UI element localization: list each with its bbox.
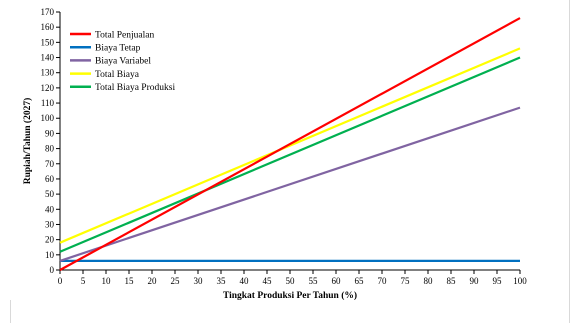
y-tick-label: 0 bbox=[50, 265, 55, 275]
x-tick-label: 10 bbox=[102, 276, 112, 286]
legend-label: Total Penjualan bbox=[95, 30, 154, 40]
x-axis-title: Tingkat Produksi Per Tahun (%) bbox=[223, 290, 357, 301]
series-line-total-biaya bbox=[59, 47, 521, 244]
y-tick-label: 50 bbox=[45, 189, 55, 199]
y-tick-label: 30 bbox=[45, 219, 55, 229]
x-tick-label: 5 bbox=[81, 276, 86, 286]
series-line-biaya-variabel bbox=[59, 106, 521, 262]
y-tick-label: 90 bbox=[45, 128, 55, 138]
x-tick-label: 35 bbox=[217, 276, 227, 286]
y-tick-label: 60 bbox=[45, 174, 55, 184]
legend-label: Total Biaya Produksi bbox=[95, 83, 175, 93]
series-layer bbox=[59, 17, 521, 271]
x-tick-label: 80 bbox=[424, 276, 434, 286]
x-tick-label: 100 bbox=[513, 276, 527, 286]
x-tick-label: 45 bbox=[263, 276, 273, 286]
legend-label: Biaya Tetap bbox=[95, 44, 141, 54]
y-tick-label: 170 bbox=[41, 7, 55, 17]
y-tick-label: 70 bbox=[45, 159, 55, 169]
y-tick-label: 10 bbox=[45, 250, 55, 260]
x-tick-label: 70 bbox=[378, 276, 388, 286]
y-tick-label: 20 bbox=[45, 235, 55, 245]
legend-label: Total Biaya bbox=[95, 70, 140, 80]
x-tick-label: 15 bbox=[125, 276, 135, 286]
y-tick-label: 130 bbox=[41, 68, 55, 78]
x-tick-label: 65 bbox=[355, 276, 365, 286]
y-tick-label: 120 bbox=[41, 83, 55, 93]
axes: 0102030405060708090100110120130140150160… bbox=[41, 7, 528, 286]
x-tick-label: 50 bbox=[286, 276, 296, 286]
series-line-total-penjualan bbox=[59, 17, 521, 271]
x-tick-label: 60 bbox=[332, 276, 342, 286]
y-tick-label: 140 bbox=[41, 53, 55, 63]
x-tick-label: 90 bbox=[470, 276, 480, 286]
x-tick-label: 40 bbox=[240, 276, 250, 286]
x-tick-label: 75 bbox=[401, 276, 411, 286]
series-line-total-biaya-produksi bbox=[59, 56, 521, 253]
x-tick-label: 85 bbox=[447, 276, 457, 286]
legend: Total Penjualan Biaya Tetap Biaya Variabel… bbox=[70, 30, 175, 93]
y-tick-label: 100 bbox=[41, 113, 55, 123]
y-tick-label: 80 bbox=[45, 144, 55, 154]
legend-label: Biaya Variabel bbox=[95, 57, 151, 67]
y-tick-label: 150 bbox=[41, 37, 55, 47]
y-tick-label: 160 bbox=[41, 22, 55, 32]
frame-border-left bbox=[10, 300, 11, 323]
x-tick-label: 55 bbox=[309, 276, 319, 286]
y-tick-label: 110 bbox=[41, 98, 55, 108]
x-tick-label: 20 bbox=[148, 276, 158, 286]
x-tick-label: 25 bbox=[171, 276, 181, 286]
y-tick-label: 40 bbox=[45, 204, 55, 214]
x-tick-label: 95 bbox=[493, 276, 503, 286]
x-tick-label: 0 bbox=[58, 276, 63, 286]
y-axis-title: Rupiah/Tahun (2027) bbox=[22, 98, 33, 185]
x-tick-label: 30 bbox=[194, 276, 204, 286]
frame-border-right bbox=[569, 0, 570, 323]
